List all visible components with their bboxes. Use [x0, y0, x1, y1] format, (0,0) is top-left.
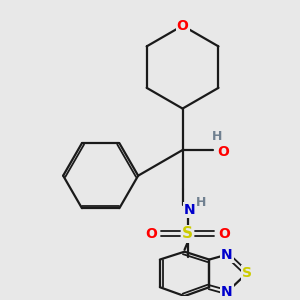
- Text: S: S: [182, 226, 193, 242]
- Text: N: N: [221, 248, 233, 262]
- Text: O: O: [145, 227, 157, 241]
- Text: O: O: [177, 19, 188, 33]
- Text: H: H: [212, 130, 222, 143]
- Text: N: N: [221, 285, 233, 299]
- Text: O: O: [217, 145, 229, 159]
- Text: O: O: [218, 227, 230, 241]
- Text: H: H: [196, 196, 206, 209]
- Text: N: N: [184, 203, 195, 217]
- Text: S: S: [242, 266, 252, 280]
